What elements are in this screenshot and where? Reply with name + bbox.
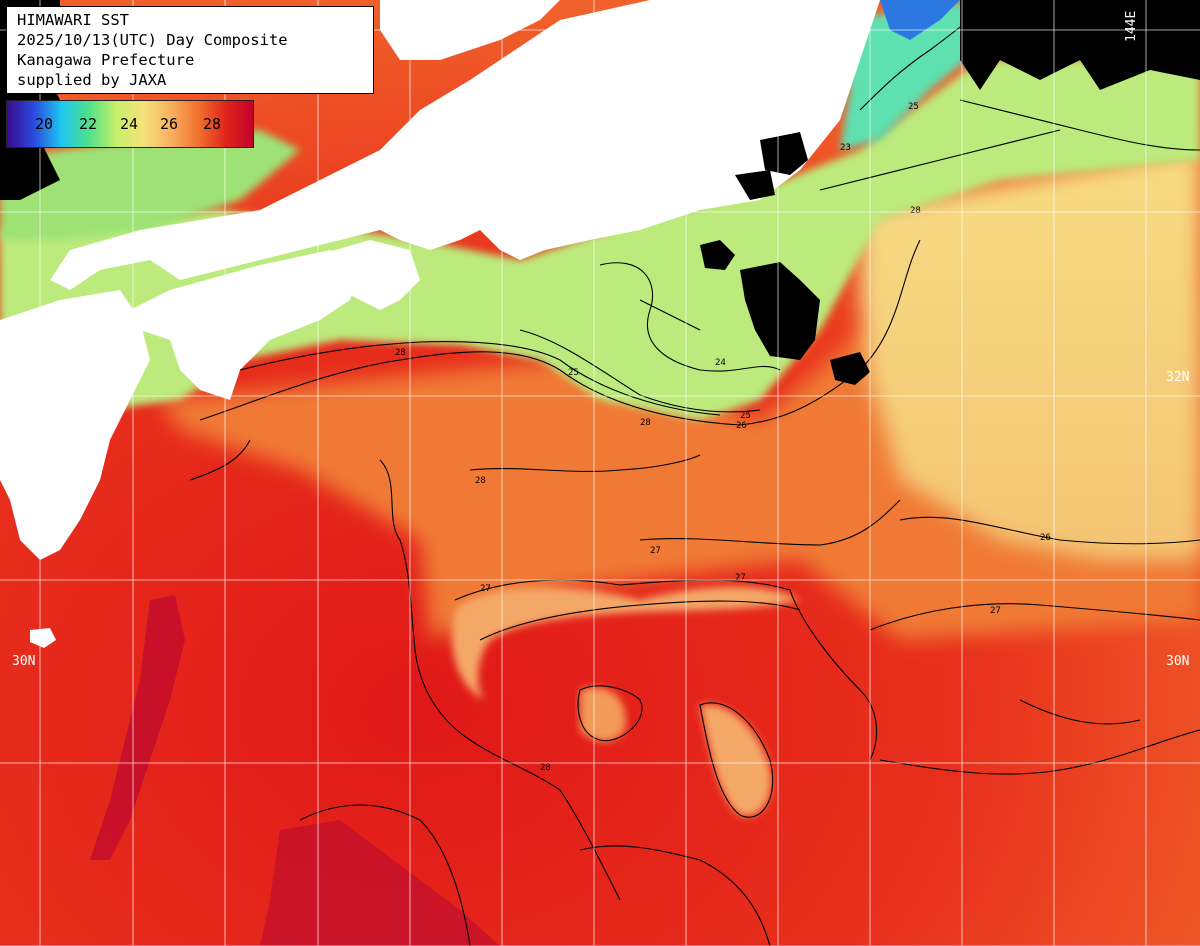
ocean-cyan-strip <box>840 0 990 150</box>
contour-label: 28 <box>540 763 551 773</box>
ocean-pale-tongue-3 <box>580 687 626 742</box>
contour-label: 24 <box>715 358 726 368</box>
ocean-yellow-east <box>860 150 1200 560</box>
colorbar-tick-label: 28 <box>203 115 222 133</box>
ocean-green-north <box>0 60 1200 420</box>
longitude-label-144e: 144E <box>1124 10 1139 42</box>
contour-label: 28 <box>395 348 406 358</box>
colorbar-tick-label: 20 <box>35 115 54 133</box>
contour-label: 26 <box>736 421 747 431</box>
ocean-pale-tongue-1 <box>451 586 800 700</box>
cloud-central-4 <box>830 352 870 385</box>
contour-label: 25 <box>568 368 579 378</box>
cloud-central-2 <box>700 240 735 270</box>
title-line-2: 2025/10/13(UTC) Day Composite <box>17 31 288 49</box>
contour-label: 28 <box>640 418 651 428</box>
cloud-central-5 <box>735 170 775 200</box>
contour-label: 25 <box>908 102 919 112</box>
contour-label: 27 <box>990 606 1001 616</box>
contour-number-labels: 25 26 27 28 23 24 25 28 27 27 26 27 28 2… <box>395 102 1051 773</box>
contour-label: 25 <box>740 411 751 421</box>
latitude-label-32n: 32N <box>1166 370 1190 385</box>
contour-label: 23 <box>840 143 851 153</box>
ocean-dark-red-strip <box>90 595 185 860</box>
title-box: HIMAWARI SST 2025/10/13(UTC) Day Composi… <box>6 6 374 94</box>
land-small-island-1 <box>30 628 56 648</box>
cloud-top-right <box>960 0 1200 90</box>
land-kyushu <box>0 290 150 560</box>
latitude-label-30n-right: 30N <box>1166 654 1190 669</box>
land-kii <box>300 240 420 310</box>
land-shikoku <box>130 250 360 400</box>
cloud-central-3 <box>760 132 808 175</box>
temperature-colorbar: 20 22 24 26 28 <box>6 100 254 148</box>
contour-label: 27 <box>735 573 746 583</box>
colorbar-tick-label: 22 <box>79 115 98 133</box>
colorbar-tick-label: 24 <box>120 115 139 133</box>
title-line-3: Kanagawa Prefecture <box>17 51 195 69</box>
colorbar-tick-label: 26 <box>160 115 179 133</box>
contour-label: 26 <box>1040 533 1051 543</box>
title-line-1: HIMAWARI SST <box>17 11 129 29</box>
land-honshu <box>50 0 880 290</box>
contour-label: 28 <box>475 476 486 486</box>
cloud-central-1 <box>740 262 820 360</box>
contour-lines <box>189 9 1200 946</box>
longitude-label-136e: 136E <box>484 10 499 42</box>
latitude-label-30n-left: 30N <box>12 654 36 669</box>
title-line-4: supplied by JAXA <box>17 71 167 89</box>
contour-label: 28 <box>910 206 921 216</box>
contour-label: 27 <box>650 546 661 556</box>
ocean-dark-red-south <box>260 820 500 946</box>
land-izu <box>520 195 580 250</box>
ocean-pale-tongue-2 <box>700 704 771 816</box>
contour-label: 27 <box>480 584 491 594</box>
